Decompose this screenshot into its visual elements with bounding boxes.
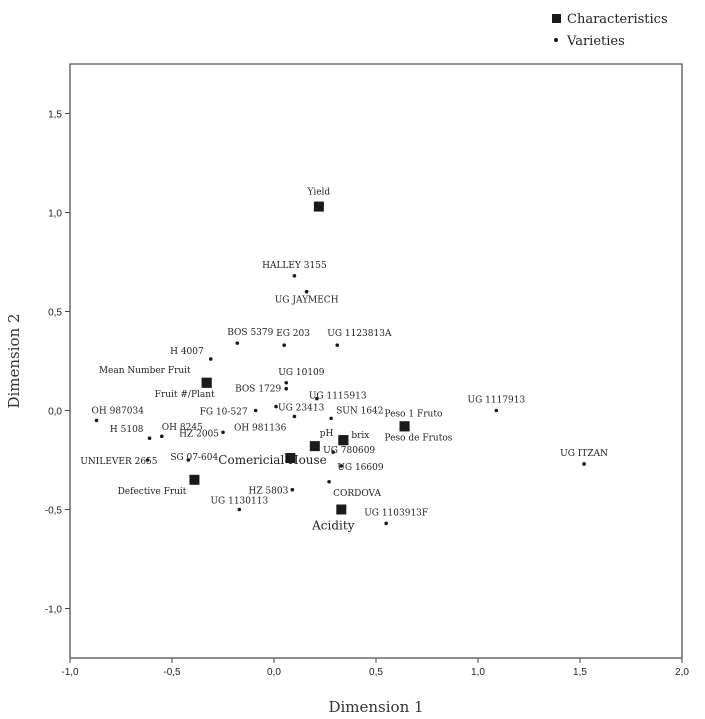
variety-marker-cordova	[327, 479, 331, 484]
y-tick-label: 1,5	[48, 110, 62, 121]
data-labels: Yield Mean Number Fruit Fruit #/Plant Peso …	[80, 188, 608, 533]
legend: Characteristics Varieties	[552, 12, 668, 49]
variety-label-h-4007: H 4007	[170, 347, 204, 357]
variety-label-ug-1130113: UG 1130113	[210, 497, 268, 507]
characteristic-marker-fruit-plant	[201, 377, 212, 388]
variety-label-unilever-2655: UNILEVER 2655	[80, 457, 157, 467]
variety-marker-halley-3155	[292, 274, 297, 278]
x-axis-ticks: -1,0 -0,5 0,0 0,5 1,0 1,5 2,0	[61, 658, 689, 678]
variety-marker-oh-8245	[160, 434, 164, 439]
characteristic-marker-comericial-house	[309, 441, 320, 452]
characteristic-marker-brix	[338, 435, 349, 446]
characteristic-marker-yield	[313, 201, 324, 212]
variety-marker-unilever-2655	[145, 458, 150, 462]
variety-marker-ug-jaymech	[304, 289, 309, 294]
variety-label-hz-5803: HZ 5803	[248, 487, 288, 497]
variety-label-ug-1123813a: UG 1123813A	[327, 329, 392, 339]
y-tick-label: 1,0	[48, 209, 62, 220]
variety-marker-hz-2005	[221, 430, 225, 435]
legend-marker-varieties	[554, 38, 558, 42]
variety-marker-ug-16609	[339, 464, 344, 468]
legend-label-characteristics: Characteristics	[567, 12, 668, 27]
characteristic-label-defective-fruit: Defective Fruit	[118, 487, 187, 497]
y-tick-label: -0,5	[45, 506, 63, 517]
variety-label-halley-3155: HALLEY 3155	[262, 261, 327, 271]
variety-marker-bos-1729	[284, 386, 289, 391]
y-axis-ticks: -1,0 -0,5 0,0 0,5 1,0 1,5	[45, 110, 70, 616]
y-tick-label: -1,0	[45, 605, 63, 616]
y-axis-title: Dimension 2	[5, 313, 23, 408]
variety-label-ug-1115913: UG 1115913	[309, 392, 367, 402]
y-tick-label: 0,5	[48, 308, 62, 319]
variety-label-ug-23413: UG 23413	[278, 404, 325, 414]
characteristic-label-yield: Yield	[307, 188, 331, 198]
variety-marker-sg-07-604	[186, 458, 191, 462]
x-tick-label: 1,0	[471, 667, 485, 678]
variety-marker-fg-10-527	[253, 408, 258, 413]
characteristic-label-comericial-house: Comericial House	[218, 453, 327, 467]
y-tick-label: 0,0	[48, 407, 62, 418]
legend-label-varieties: Varieties	[566, 34, 625, 49]
x-tick-label: 0,5	[369, 667, 383, 678]
characteristic-marker-acidity	[336, 504, 347, 515]
legend-marker-characteristics	[552, 14, 561, 23]
variety-label-cordova: CORDOVA	[333, 489, 381, 499]
x-tick-label: -1,0	[61, 667, 79, 678]
characteristic-label-peso-de-frutos: Peso de Frutos	[385, 433, 453, 443]
variety-marker-ug-itzan	[582, 462, 586, 466]
variety-marker-ug-23413	[274, 404, 278, 409]
characteristic-label-fruit-plant: Fruit #/Plant	[155, 390, 215, 400]
variety-label-oh-981136: OH 981136	[234, 423, 287, 433]
characteristic-marker-peso-de-frutos	[399, 421, 410, 432]
variety-label-eg-203: EG 203	[276, 329, 310, 339]
variety-marker-ug-1103913f	[384, 521, 389, 526]
variety-marker-ug-1123813a	[335, 343, 340, 347]
variety-label-fg-10-527: FG 10-527	[200, 408, 248, 418]
variety-marker-ug-1117913	[494, 408, 499, 413]
variety-marker-bos-5379	[235, 341, 240, 345]
variety-marker-ug-1130113	[237, 507, 242, 512]
x-axis-title: Dimension 1	[328, 698, 423, 716]
variety-marker-hz-5803	[290, 487, 295, 492]
characteristic-marker-defective-fruit	[189, 474, 200, 485]
variety-marker-eg-203	[282, 343, 287, 347]
plot-frame	[69, 63, 683, 659]
data-points	[94, 201, 586, 526]
variety-label-ug-1103913f: UG 1103913F	[364, 508, 428, 518]
variety-label-ug-780609: UG 780609	[323, 446, 375, 456]
characteristic-label-ph: pH	[320, 429, 334, 439]
variety-label-ug-jaymech: UG JAYMECH	[275, 296, 339, 306]
variety-label-ug-10109: UG 10109	[278, 368, 325, 378]
characteristic-label-acidity: Acidity	[311, 519, 355, 533]
variety-label-hz-2005: HZ 2005	[179, 429, 219, 439]
variety-marker-sun-1642	[329, 416, 333, 421]
variety-marker-h-4007	[208, 357, 213, 361]
variety-label-ug-itzan: UG ITZAN	[560, 449, 608, 459]
x-tick-label: -0,5	[163, 667, 181, 678]
variety-label-sun-1642: SUN 1642	[336, 406, 383, 416]
variety-label-oh-987034: OH 987034	[92, 406, 145, 416]
variety-marker-h-5108	[147, 436, 152, 441]
variety-label-ug-1117913: UG 1117913	[468, 396, 526, 406]
variety-label-h-5108: H 5108	[110, 425, 144, 435]
characteristic-label-mean-number-fruit: Mean Number Fruit	[99, 366, 191, 376]
variety-label-bos-1729: BOS 1729	[235, 385, 281, 395]
characteristic-label-brix: brix	[351, 431, 369, 441]
x-tick-label: 2,0	[675, 667, 689, 678]
variety-label-sg-07-604: SG 07-604	[170, 453, 218, 463]
variety-label-bos-5379: BOS 5379	[227, 328, 273, 338]
variety-marker-oh-987034	[94, 418, 99, 423]
variety-marker-oh-981136	[292, 414, 297, 419]
x-tick-label: 1,5	[573, 667, 587, 678]
variety-label-oh-8245: OH 8245	[162, 423, 203, 433]
variety-marker-ug-10109	[284, 380, 289, 385]
characteristic-marker-point-8	[285, 453, 296, 464]
variety-marker-ug-1115913	[315, 396, 319, 401]
variety-marker-ug-780609	[331, 450, 335, 454]
variety-label-ug-16609: UG 16609	[337, 463, 384, 473]
characteristic-label-peso-1-fruto: Peso 1 Fruto	[385, 409, 443, 419]
x-tick-label: 0,0	[267, 667, 281, 678]
